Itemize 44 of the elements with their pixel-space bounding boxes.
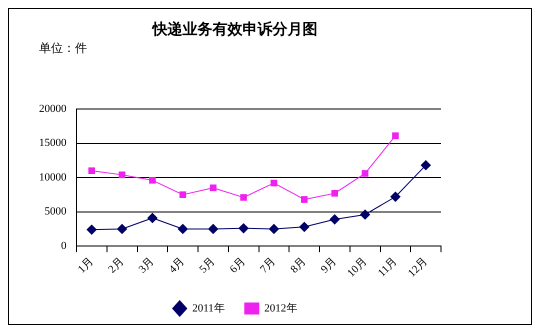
point bbox=[210, 184, 217, 192]
point bbox=[117, 224, 128, 234]
point bbox=[240, 194, 247, 201]
y-tick-label: 15000 bbox=[39, 137, 67, 150]
point bbox=[331, 190, 338, 197]
point bbox=[118, 171, 126, 178]
x-tick-label: 6月 bbox=[228, 255, 248, 276]
legend-label: 2012年 bbox=[264, 302, 298, 314]
point bbox=[300, 196, 308, 203]
x-tick-label: 2月 bbox=[106, 255, 126, 276]
point bbox=[299, 222, 310, 232]
chart-title: 快递业务有效申诉分月图 bbox=[152, 20, 318, 38]
x-tick-label: 9月 bbox=[318, 255, 339, 276]
y-tick-label: 20000 bbox=[39, 102, 67, 115]
point bbox=[420, 160, 431, 170]
x-tick-label: 10月 bbox=[345, 255, 370, 280]
point bbox=[208, 224, 218, 234]
point bbox=[88, 167, 96, 174]
point bbox=[392, 132, 399, 140]
y-tick-label: 0 bbox=[61, 240, 67, 252]
point bbox=[390, 192, 400, 202]
point bbox=[86, 224, 97, 235]
point bbox=[147, 213, 158, 224]
x-tick-label: 11月 bbox=[376, 255, 400, 280]
y-tick-label: 5000 bbox=[44, 206, 67, 218]
x-tick-label: 7月 bbox=[258, 255, 278, 276]
point bbox=[149, 176, 156, 184]
x-tick-label: 12月 bbox=[406, 255, 430, 280]
point bbox=[360, 210, 370, 220]
x-tick-label: 3月 bbox=[136, 255, 157, 276]
point bbox=[362, 170, 368, 177]
x-tick-label: 8月 bbox=[288, 255, 308, 276]
x-tick-label: 1月 bbox=[76, 255, 96, 276]
point bbox=[178, 224, 188, 234]
point bbox=[330, 214, 340, 224]
point bbox=[238, 223, 249, 234]
point bbox=[179, 191, 186, 198]
x-tick-label: 5月 bbox=[197, 255, 218, 276]
text: 单位：件 bbox=[39, 41, 87, 56]
point bbox=[270, 180, 278, 186]
x-tick-label: 4月 bbox=[166, 255, 187, 276]
y-tick-label: 10000 bbox=[39, 171, 67, 184]
legend-label: 2011年 bbox=[192, 302, 225, 314]
point bbox=[268, 224, 279, 234]
